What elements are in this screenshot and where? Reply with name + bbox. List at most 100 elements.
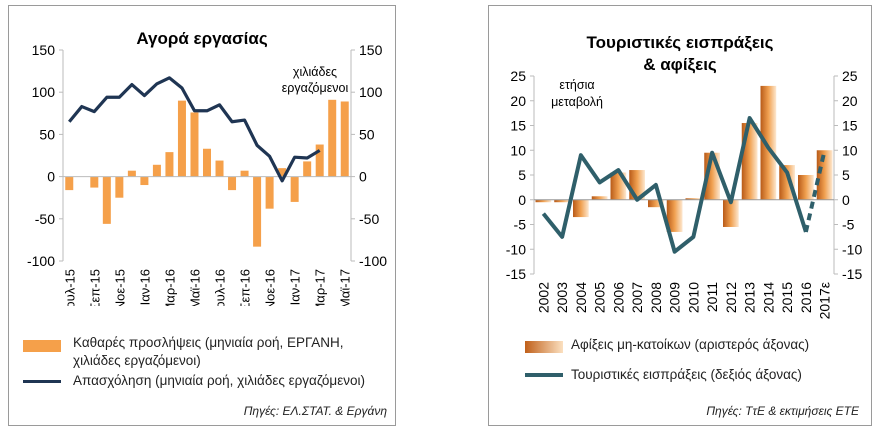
- legend-swatch-line: [23, 380, 61, 383]
- legend-swatch-bar: [525, 341, 563, 353]
- bar: [228, 176, 237, 191]
- x-tick-label: 2012: [723, 282, 739, 313]
- legend-label: Καθαρές προσλήψεις (μηνιαία ροή, ΕΡΓΑΝΗ,…: [73, 335, 344, 368]
- y-tick-label-left: -15: [506, 266, 526, 282]
- x-tick-label: 2010: [685, 282, 701, 313]
- x-tick-label: Σεπ-16: [238, 269, 253, 306]
- chart-title: Αγορά εργασίας: [136, 29, 267, 48]
- x-tick-label: 2008: [648, 282, 664, 313]
- y-tick-label-right: 50: [359, 126, 375, 142]
- legend-label: Απασχόληση (μηνιαία ροή, χιλιάδες εργαζό…: [73, 373, 365, 388]
- y-tick-label-right: -50: [359, 211, 379, 227]
- bar: [165, 152, 174, 177]
- y-tick-label-right: 15: [842, 118, 858, 134]
- legend-item-receipts: Τουριστικές εισπράξεις (δεξιός άξονας): [525, 366, 865, 384]
- y-tick-label-left: 15: [510, 118, 526, 134]
- y-tick-label-left: -50: [35, 211, 55, 227]
- legend-item-employment: Απασχόληση (μηνιαία ροή, χιλιάδες εργαζό…: [23, 372, 383, 390]
- bar: [573, 199, 589, 218]
- x-tick-label: 2017ε: [817, 282, 833, 319]
- bar: [215, 160, 224, 177]
- bar: [591, 196, 608, 200]
- y-tick-label-left: 50: [39, 126, 55, 142]
- x-tick-label: 2009: [667, 282, 683, 313]
- unit-annotation-line1: ετήσια: [559, 78, 594, 92]
- bar: [102, 176, 111, 224]
- bar: [723, 199, 739, 227]
- chart-title-line1: Τουριστικές εισπράξεις: [587, 33, 774, 52]
- x-tick-label: Νοε-15: [112, 269, 127, 306]
- x-tick-label: 2004: [573, 282, 589, 313]
- y-tick-label-left: 150: [32, 42, 56, 58]
- y-tick-label-right: -10: [842, 241, 862, 257]
- y-tick-label-left: 100: [32, 84, 56, 100]
- x-tick-label: Σεπ-15: [87, 269, 102, 306]
- bar: [115, 176, 124, 198]
- bar: [535, 199, 552, 203]
- bar: [265, 176, 274, 209]
- x-tick-label: Νοε-16: [263, 269, 278, 306]
- tourism-panel: Τουριστικές εισπράξεις & αφίξεις 25 25 20 20 1…: [488, 5, 872, 426]
- y-tick-label-left: -10: [506, 241, 526, 257]
- x-tick-label: 2007: [629, 282, 645, 313]
- legend-label: Αφίξεις μη-κατοίκων (αριστερός άξονας): [571, 337, 810, 352]
- bar: [798, 175, 814, 200]
- bar: [303, 161, 312, 177]
- y-tick-label-right: -100: [359, 253, 387, 269]
- x-tick-label: 2006: [610, 282, 626, 313]
- bar: [340, 101, 349, 177]
- x-tick-label: Μαρ-16: [162, 269, 177, 306]
- receipts-line: [541, 116, 808, 254]
- bar: [685, 198, 702, 200]
- legend-swatch-bar: [23, 340, 61, 352]
- bar: [190, 112, 199, 177]
- y-tick-label-right: -15: [842, 266, 862, 282]
- bar: [90, 176, 99, 188]
- y-tick-label-right: 100: [359, 84, 383, 100]
- legend-label: Τουριστικές εισπράξεις (δεξιός άξονας): [571, 367, 802, 382]
- y-tick-label-right: 0: [359, 169, 367, 185]
- y-tick-label-left: 25: [510, 68, 526, 84]
- x-tick-label: 2011: [704, 282, 720, 312]
- x-tick-label: Ιαν-16: [137, 269, 152, 305]
- x-tick-label: 2013: [742, 282, 758, 313]
- y-tick-label-right: 20: [842, 93, 858, 109]
- x-tick-label: Ιουλ-15: [62, 269, 77, 306]
- bar: [328, 99, 337, 177]
- bar: [315, 144, 324, 177]
- bar: [253, 176, 262, 247]
- y-tick-label-left: 0: [47, 169, 55, 185]
- y-tick-label-left: 5: [518, 167, 526, 183]
- unit-annotation-line2: μεταβολή: [551, 95, 603, 109]
- y-tick-label-left: -5: [514, 217, 527, 233]
- bar: [140, 176, 149, 186]
- x-tick-label: 2015: [779, 282, 795, 313]
- bar: [65, 176, 74, 191]
- unit-annotation-line2: εργαζόμενοι: [282, 81, 349, 95]
- x-tick-label: Μαϊ-16: [187, 269, 202, 306]
- bar: [816, 150, 833, 200]
- labor-market-chart: Αγορά εργασίας 150 150 100 100 50 50 0 0 -50 -50 -1…: [27, 29, 387, 306]
- bar: [203, 148, 211, 177]
- source-note: Πηγές: ΕΛ.ΣΤΑΤ. & Εργάνη: [243, 404, 387, 418]
- y-tick-label-left: 20: [510, 93, 526, 109]
- bar: [648, 199, 664, 208]
- bar: [760, 85, 777, 200]
- x-tick-label: 2016: [798, 282, 814, 313]
- bar: [240, 170, 249, 177]
- y-tick-label-right: 0: [842, 192, 850, 208]
- y-tick-label-right: 25: [842, 68, 858, 84]
- y-tick-label-right: 150: [359, 42, 383, 58]
- y-tick-label-left: 0: [518, 192, 526, 208]
- source-note: Πηγές: ΤτΕ & εκτιμήσεις ΕΤΕ: [706, 404, 859, 418]
- legend-item-arrivals: Αφίξεις μη-κατοίκων (αριστερός άξονας): [525, 336, 865, 354]
- receipts-line-estimate: [803, 149, 827, 233]
- y-tick-label-right: 10: [842, 142, 858, 158]
- x-tick-label: 2003: [554, 282, 570, 313]
- chart-title-line2: & αφίξεις: [643, 55, 717, 74]
- bar: [666, 199, 683, 232]
- bar: [152, 164, 161, 177]
- y-tick-label-left: 10: [510, 142, 526, 158]
- unit-annotation-line1: χιλιάδες: [293, 65, 337, 79]
- employment-line: [68, 76, 321, 183]
